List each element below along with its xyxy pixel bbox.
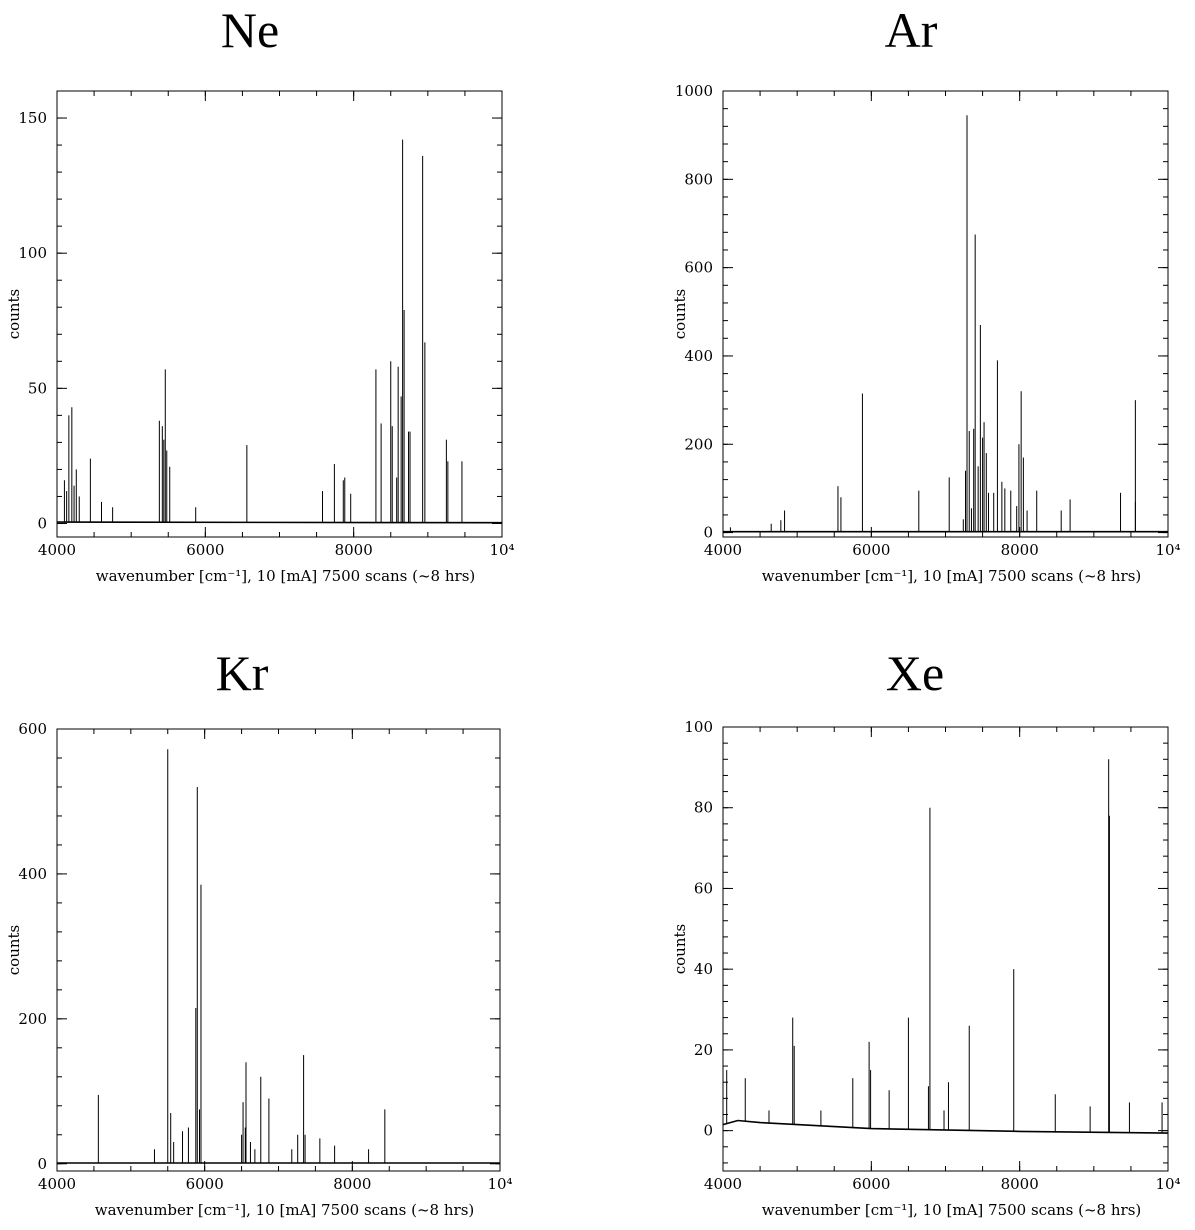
x-tick-label: 8000 bbox=[333, 1175, 371, 1193]
x-tick-label: 10⁴ bbox=[489, 541, 514, 559]
y-tick-label: 200 bbox=[18, 1010, 47, 1028]
y-tick-label: 60 bbox=[694, 879, 713, 897]
x-tick-label: 10⁴ bbox=[487, 1175, 512, 1193]
x-tick-label: 10⁴ bbox=[1155, 541, 1180, 559]
y-axis-label-ne: counts bbox=[5, 289, 23, 339]
y-tick-label: 40 bbox=[694, 960, 713, 978]
x-tick-label: 4000 bbox=[38, 1175, 76, 1193]
x-axis-label-xe: wavenumber [cm⁻¹], 10 [mA] 7500 scans (~… bbox=[762, 1201, 1142, 1219]
x-tick-label: 4000 bbox=[38, 541, 76, 559]
x-tick-label: 6000 bbox=[852, 1175, 890, 1193]
plot-frame-kr bbox=[56, 728, 501, 1172]
plot-frame-xe bbox=[722, 726, 1169, 1172]
y-tick-label: 50 bbox=[28, 379, 47, 397]
y-tick-label: 400 bbox=[18, 865, 47, 883]
chart-title-xe: Xe bbox=[885, 645, 945, 701]
chart-title-ne: Ne bbox=[220, 2, 280, 58]
spectrum-baseline-ne bbox=[56, 521, 503, 524]
spectrum-baseline-xe bbox=[722, 1119, 1169, 1134]
plot-frame-ar bbox=[722, 90, 1169, 538]
x-axis-label-kr: wavenumber [cm⁻¹], 10 [mA] 7500 scans (~… bbox=[95, 1201, 475, 1219]
x-tick-label: 8000 bbox=[1001, 1175, 1039, 1193]
x-tick-label: 8000 bbox=[335, 541, 373, 559]
x-tick-label: 6000 bbox=[186, 1175, 224, 1193]
y-tick-label: 1000 bbox=[675, 82, 713, 100]
y-tick-label: 600 bbox=[684, 259, 713, 277]
y-tick-label: 20 bbox=[694, 1041, 713, 1059]
y-tick-label: 0 bbox=[37, 1155, 47, 1173]
y-tick-label: 0 bbox=[703, 524, 713, 542]
y-tick-label: 200 bbox=[684, 435, 713, 453]
x-tick-label: 6000 bbox=[852, 541, 890, 559]
x-tick-label: 4000 bbox=[704, 1175, 742, 1193]
y-axis-label-kr: counts bbox=[5, 925, 23, 975]
x-tick-label: 10⁴ bbox=[1155, 1175, 1180, 1193]
y-tick-label: 400 bbox=[684, 347, 713, 365]
plot-frame-ne bbox=[56, 90, 503, 538]
x-tick-label: 8000 bbox=[1001, 541, 1039, 559]
y-axis-label-xe: counts bbox=[671, 924, 689, 974]
y-tick-label: 100 bbox=[684, 718, 713, 736]
chart-title-ar: Ar bbox=[884, 2, 938, 58]
y-tick-label: 100 bbox=[18, 244, 47, 262]
x-axis-label-ar: wavenumber [cm⁻¹], 10 [mA] 7500 scans (~… bbox=[762, 567, 1142, 585]
y-tick-label: 600 bbox=[18, 720, 47, 738]
y-tick-label: 0 bbox=[37, 514, 47, 532]
x-tick-label: 6000 bbox=[186, 541, 224, 559]
y-tick-label: 0 bbox=[703, 1122, 713, 1140]
x-axis-label-ne: wavenumber [cm⁻¹], 10 [mA] 7500 scans (~… bbox=[96, 567, 476, 585]
chart-title-kr: Kr bbox=[215, 645, 269, 701]
y-tick-label: 800 bbox=[684, 170, 713, 188]
y-tick-label: 150 bbox=[18, 109, 47, 127]
y-axis-label-ar: counts bbox=[671, 289, 689, 339]
x-tick-label: 4000 bbox=[704, 541, 742, 559]
y-tick-label: 80 bbox=[694, 799, 713, 817]
